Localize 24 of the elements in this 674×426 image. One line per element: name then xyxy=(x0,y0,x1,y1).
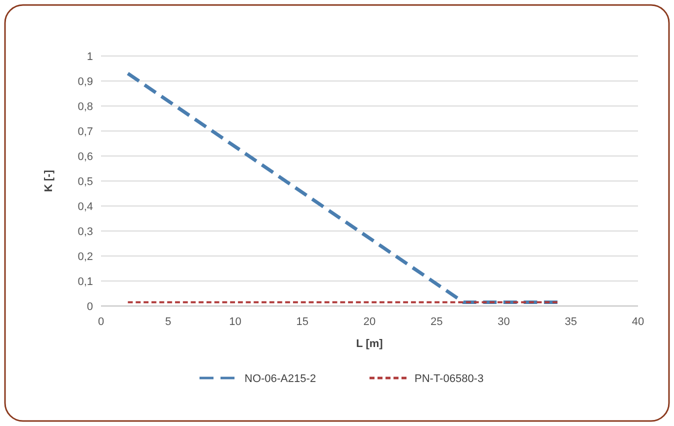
y-tick-label: 0,5 xyxy=(78,176,93,188)
y-tick-label: 0,7 xyxy=(78,126,93,138)
x-tick-label: 40 xyxy=(632,316,644,328)
x-tick-label: 15 xyxy=(296,316,308,328)
y-tick-label: 0,1 xyxy=(78,276,93,288)
y-tick-label: 0,4 xyxy=(78,201,93,213)
y-tick-label: 0,6 xyxy=(78,151,93,163)
y-tick-label: 0,3 xyxy=(78,226,93,238)
y-axis-title: K [-] xyxy=(43,170,55,192)
x-tick-label: 10 xyxy=(229,316,242,328)
y-tick-label: 0 xyxy=(86,301,93,313)
y-tick-label: 0,2 xyxy=(78,251,93,263)
legend-label: PN-T-06580-3 xyxy=(414,373,484,385)
legend-label: NO-06-A215-2 xyxy=(244,373,316,385)
x-tick-label: 25 xyxy=(430,316,443,328)
y-tick-label: 0,8 xyxy=(78,101,93,113)
y-tick-label: 1 xyxy=(86,51,93,63)
x-axis-title: L [m] xyxy=(356,338,384,350)
y-tick-label: 0,9 xyxy=(78,76,93,88)
x-tick-label: 30 xyxy=(498,316,510,328)
x-tick-label: 20 xyxy=(363,316,376,328)
x-tick-label: 0 xyxy=(98,316,104,328)
x-tick-label: 5 xyxy=(165,316,172,328)
x-tick-label: 35 xyxy=(564,316,577,328)
